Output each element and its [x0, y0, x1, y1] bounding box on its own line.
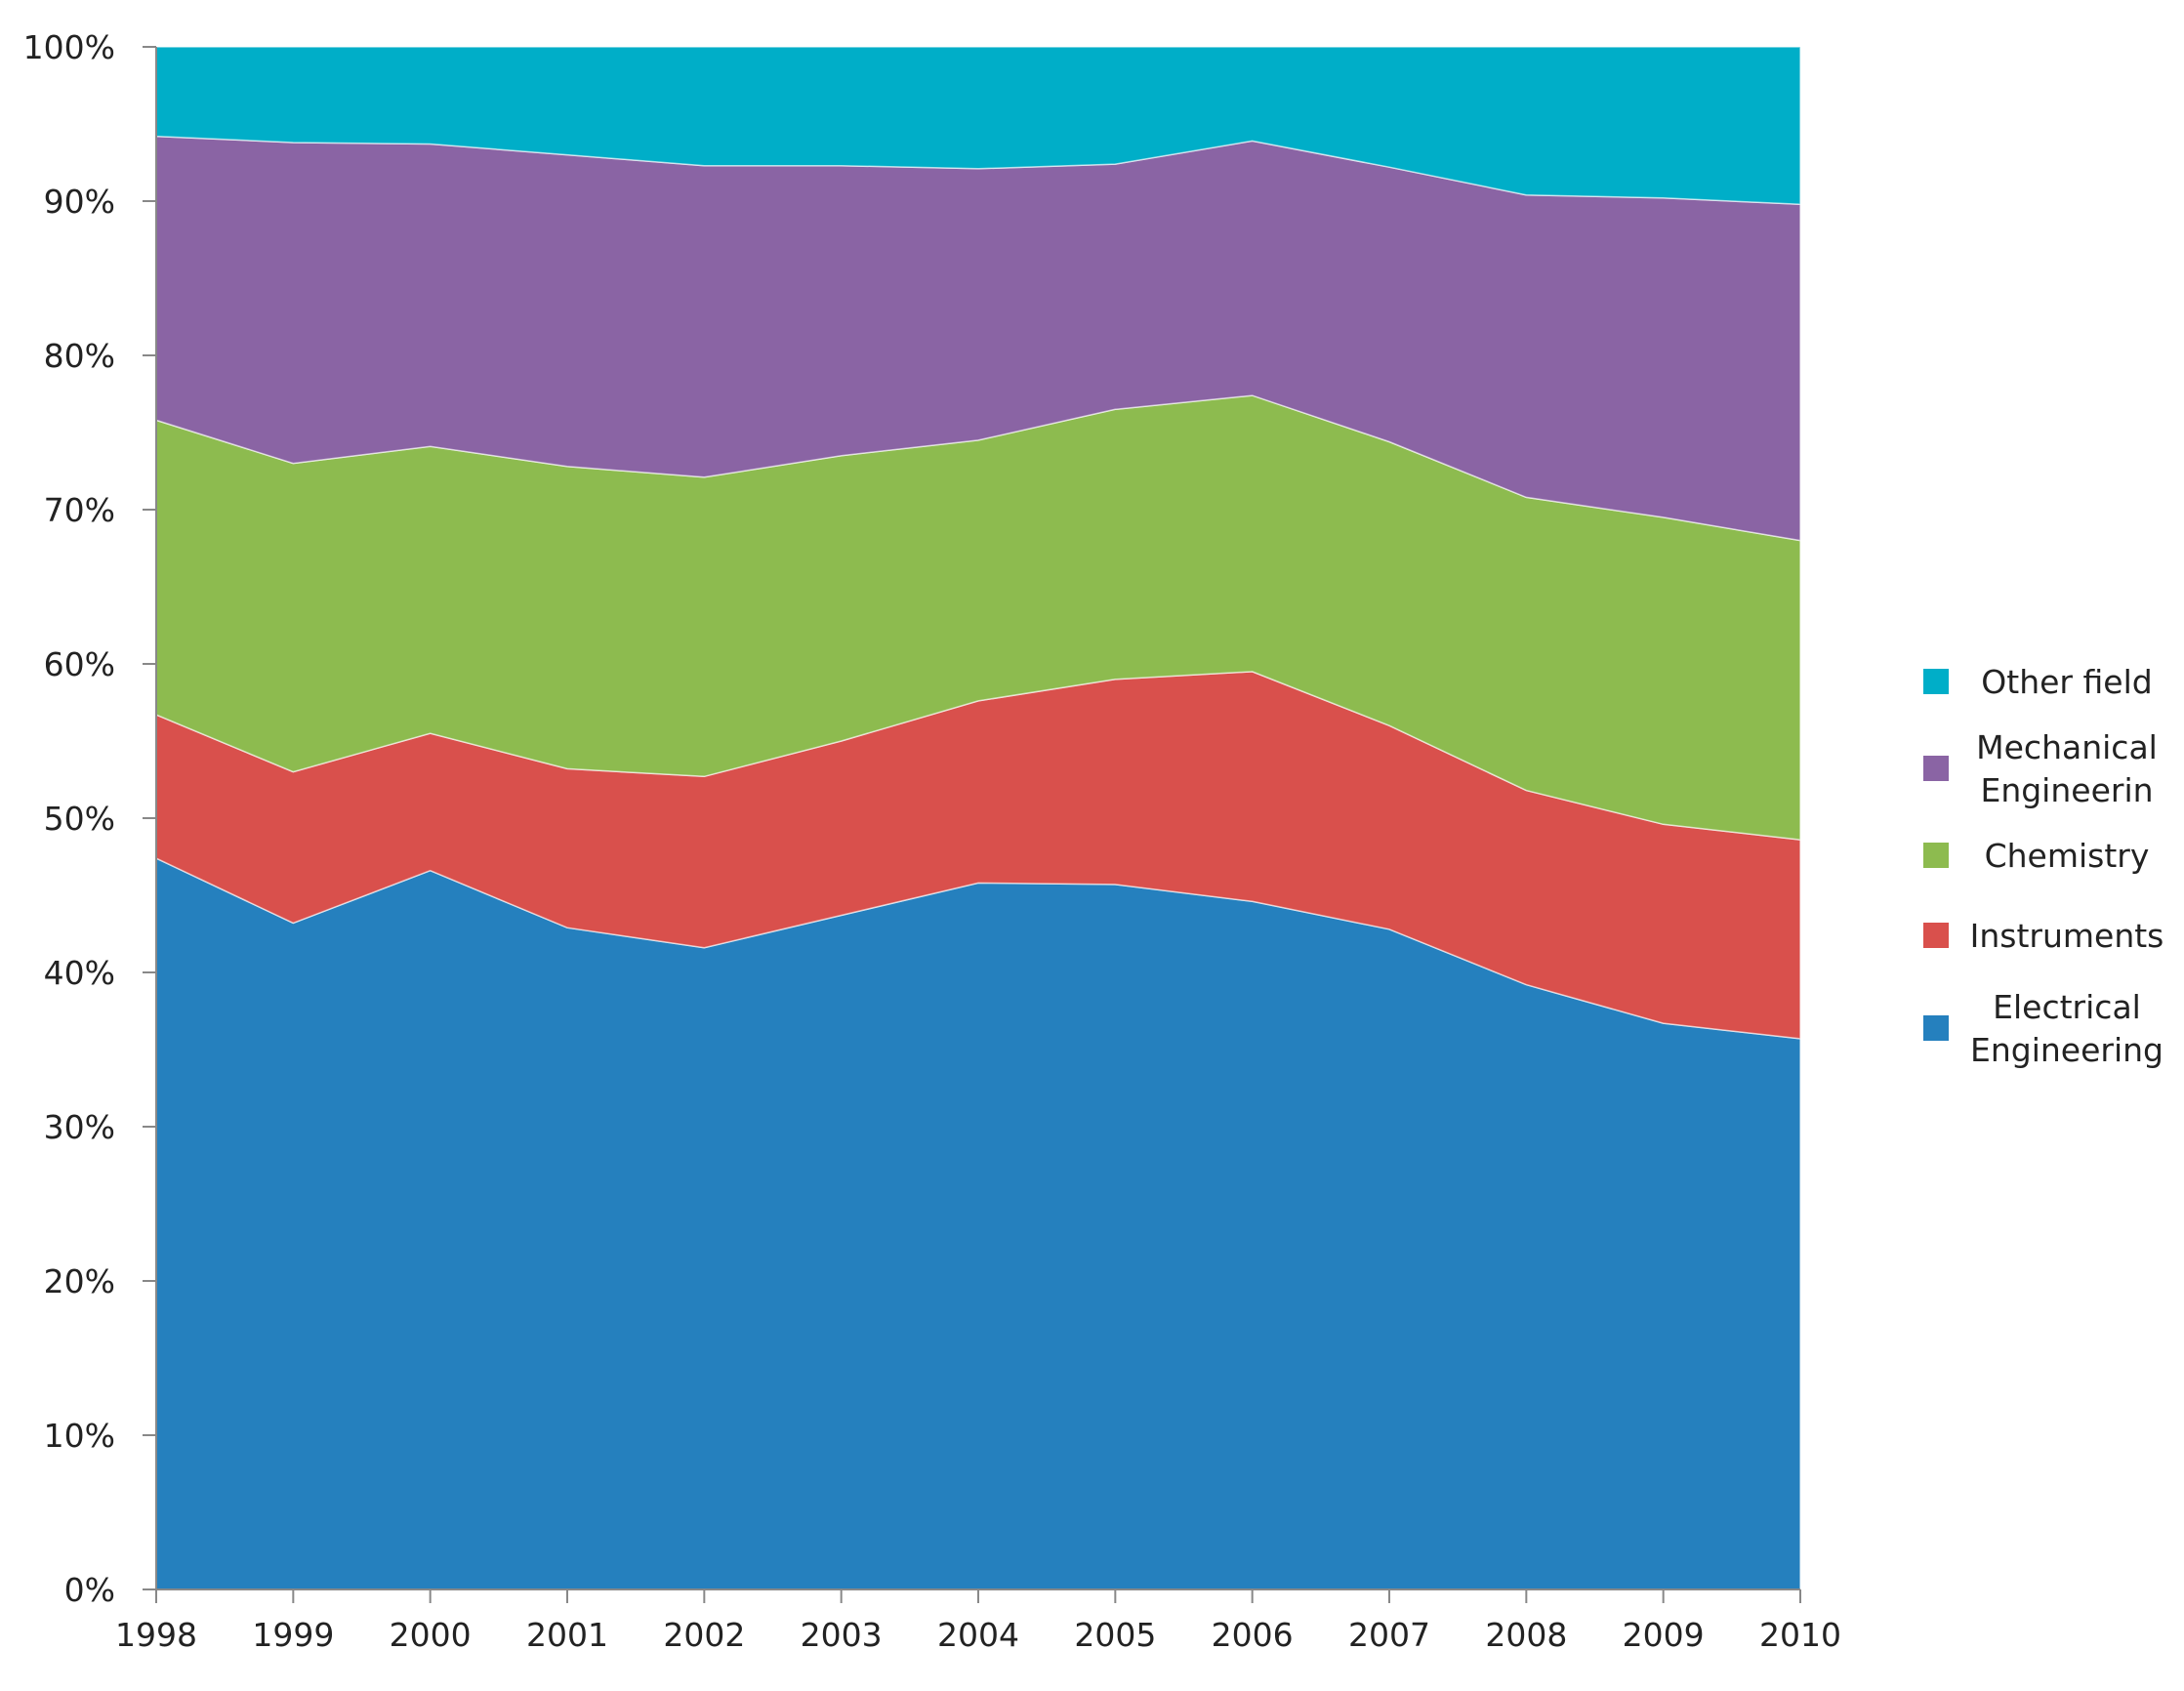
y-tick-label: 90% [44, 183, 115, 221]
x-tick-label: 2004 [937, 1616, 1019, 1654]
legend: Other field Mechanical Engineerin Chemistry… [1923, 663, 2163, 1069]
legend-label: Chemistry [1985, 837, 2150, 875]
legend-label: Instruments [1970, 917, 2164, 955]
y-tick-label: 30% [44, 1108, 115, 1146]
legend-label: Engineering [1970, 1031, 2163, 1069]
legend-item-mechanical-engineerin: Mechanical Engineerin [1923, 728, 2158, 809]
y-tick-label: 50% [44, 800, 115, 838]
x-tick-label: 2008 [1485, 1616, 1567, 1654]
y-tick-label: 0% [64, 1571, 115, 1609]
x-axis-ticks: 1998 1999 2000 2001 2002 2003 2004 2005 2006 2007… [115, 1589, 1841, 1654]
y-tick-label: 70% [44, 491, 115, 529]
legend-label: Other field [1981, 663, 2152, 701]
legend-label: Mechanical [1976, 728, 2158, 766]
legend-swatch [1923, 1015, 1949, 1041]
x-tick-label: 2010 [1759, 1616, 1841, 1654]
x-tick-label: 2009 [1623, 1616, 1705, 1654]
y-tick-label: 60% [44, 645, 115, 683]
legend-swatch [1923, 669, 1949, 694]
legend-swatch [1923, 756, 1949, 781]
legend-item-instruments: Instruments [1923, 917, 2163, 955]
legend-swatch [1923, 923, 1949, 948]
plot-areas [155, 46, 1801, 1590]
x-tick-label: 2001 [526, 1616, 608, 1654]
legend-label: Engineerin [1980, 771, 2153, 809]
y-axis-ticks: 0% 10% 20% 30% 40% 50% 60% 70% 80% 90% 100% [23, 28, 156, 1609]
x-tick-label: 2000 [390, 1616, 472, 1654]
legend-label: Electrical [1993, 988, 2141, 1026]
y-tick-label: 80% [44, 337, 115, 375]
x-tick-label: 2002 [663, 1616, 745, 1654]
legend-swatch [1923, 843, 1949, 868]
x-tick-label: 2007 [1348, 1616, 1430, 1654]
y-tick-label: 20% [44, 1262, 115, 1300]
x-tick-label: 1998 [115, 1616, 197, 1654]
x-tick-label: 2005 [1074, 1616, 1156, 1654]
legend-item-chemistry: Chemistry [1923, 837, 2149, 875]
y-tick-label: 10% [44, 1417, 115, 1455]
x-tick-label: 1999 [252, 1616, 334, 1654]
x-tick-label: 2003 [801, 1616, 883, 1654]
x-tick-label: 2006 [1212, 1616, 1294, 1654]
legend-item-other-field: Other field [1923, 663, 2153, 701]
y-tick-label: 40% [44, 954, 115, 992]
legend-item-electrical-engineering: Electrical Engineering [1923, 988, 2163, 1069]
y-tick-label: 100% [23, 28, 115, 66]
area-other-field [155, 46, 1801, 205]
